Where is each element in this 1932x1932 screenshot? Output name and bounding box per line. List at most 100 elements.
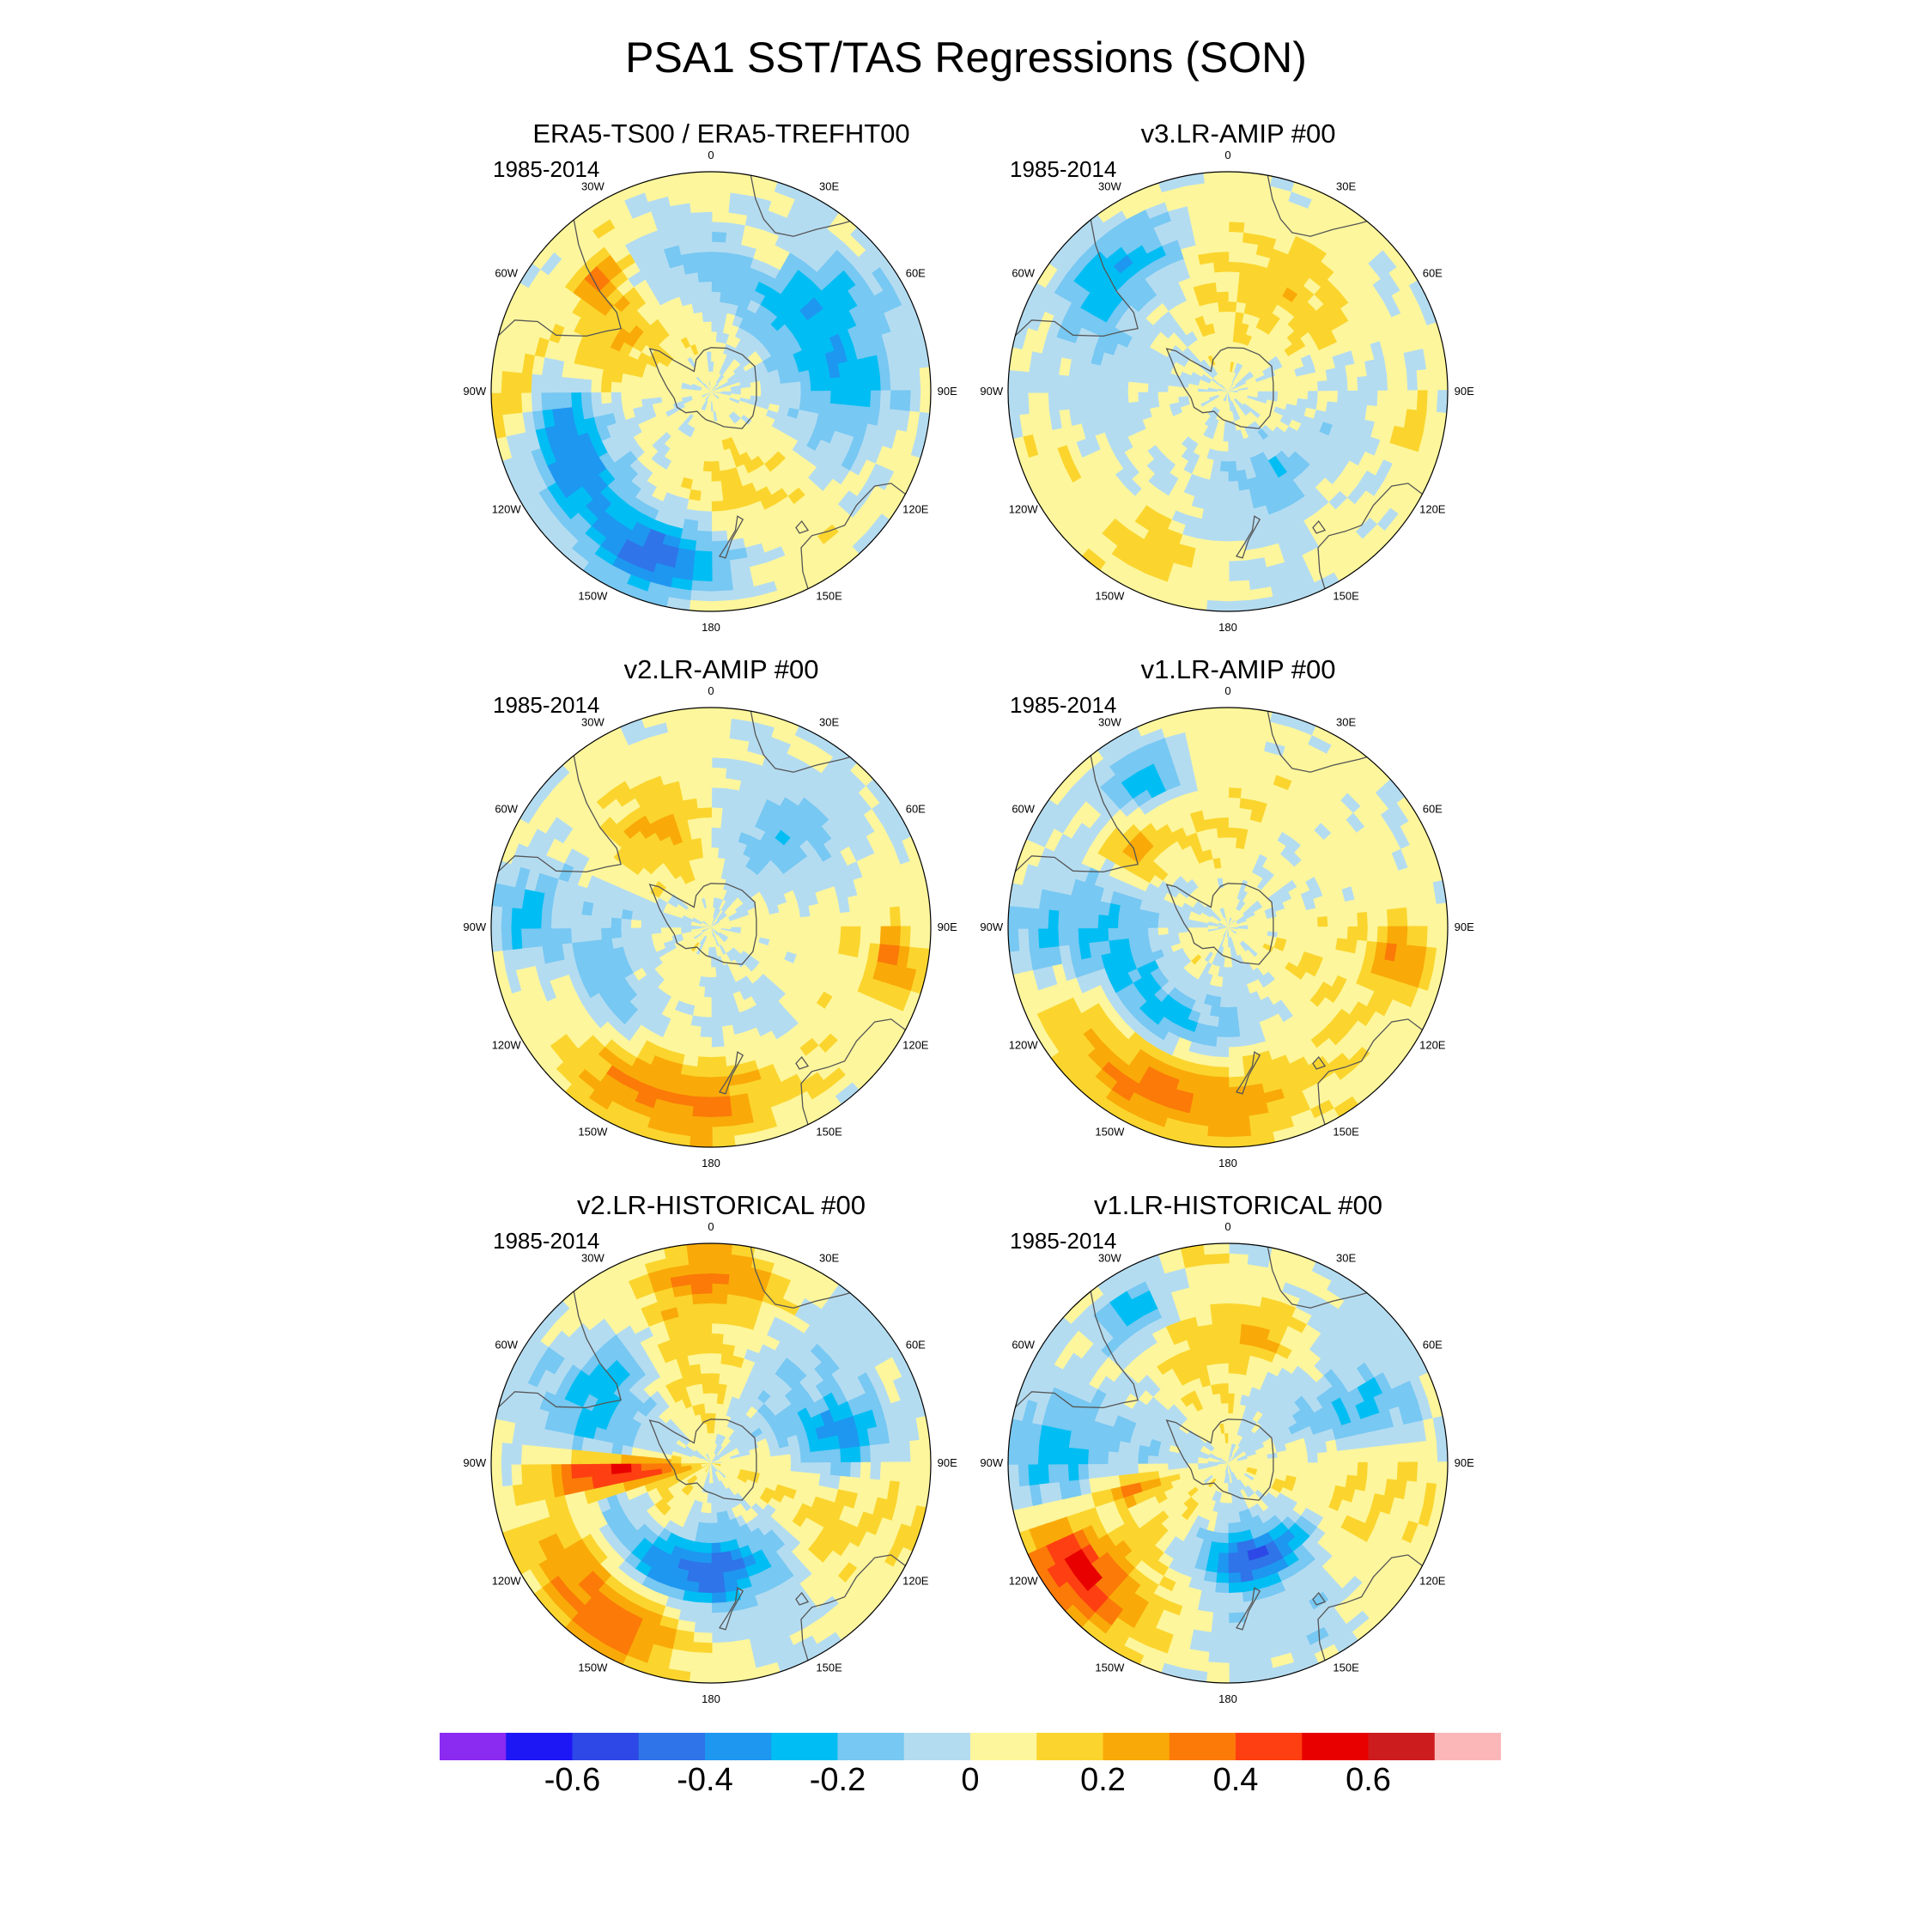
field-cell — [1165, 927, 1179, 935]
field-cell — [709, 735, 732, 749]
field-cell — [1230, 370, 1237, 383]
field-cell — [1227, 269, 1242, 283]
field-cell — [1224, 359, 1229, 372]
field-cell — [1220, 905, 1226, 918]
field-cell — [1219, 451, 1229, 464]
field-cell — [598, 1108, 628, 1131]
field-cell — [701, 410, 708, 423]
field-cell — [1337, 391, 1351, 405]
regression-field — [491, 172, 931, 611]
field-cell — [762, 1082, 787, 1102]
field-cell — [508, 304, 530, 331]
field-cell — [604, 732, 631, 756]
field-cell — [1226, 530, 1245, 544]
field-cell — [731, 387, 744, 392]
field-cell — [702, 309, 712, 323]
field-cell — [703, 392, 711, 403]
field-cell — [1221, 392, 1228, 403]
field-cell — [1115, 379, 1129, 392]
field-cell — [821, 532, 848, 556]
field-cell — [691, 1086, 713, 1100]
field-cell — [627, 198, 654, 219]
field-cell — [1276, 914, 1290, 923]
field-cell — [1205, 580, 1230, 594]
field-cell — [1266, 571, 1292, 590]
field-cell — [1079, 451, 1099, 474]
field-cell — [1364, 972, 1382, 994]
field-cell — [860, 390, 873, 410]
field-cell — [1024, 475, 1048, 504]
field-cell — [618, 224, 643, 246]
field-cell — [890, 327, 909, 354]
field-cell — [720, 929, 733, 935]
field-cell — [874, 289, 896, 316]
field-cell — [1226, 1076, 1246, 1090]
field-cell — [756, 528, 778, 546]
field-cell — [714, 906, 720, 919]
field-cell — [513, 863, 532, 890]
field-cell — [1135, 917, 1149, 928]
field-cell — [1287, 851, 1304, 868]
field-cell — [843, 1060, 870, 1086]
field-cell — [1215, 927, 1228, 929]
field-cell — [840, 845, 860, 868]
field-cell — [770, 451, 787, 468]
field-cell — [1226, 785, 1244, 799]
field-cell — [749, 571, 775, 590]
field-cell — [799, 536, 825, 559]
field-cell — [1085, 375, 1099, 393]
field-cell — [619, 582, 648, 604]
longitude-label: 60W — [1012, 266, 1035, 279]
field-cell — [708, 379, 711, 392]
coastlines — [492, 708, 909, 1129]
field-cell — [1231, 936, 1240, 948]
field-cell — [1157, 590, 1186, 610]
field-cell — [1228, 392, 1232, 404]
field-cell — [1218, 382, 1228, 392]
field-cell — [864, 807, 887, 834]
field-cell — [712, 369, 716, 382]
longitude-label: 90E — [938, 920, 957, 933]
field-cell — [1043, 265, 1067, 293]
field-cell — [1035, 495, 1060, 524]
field-cell — [700, 927, 711, 935]
field-cell — [711, 383, 721, 392]
field-cell — [1033, 471, 1056, 499]
field-cell — [1237, 929, 1250, 935]
field-cell — [1236, 378, 1248, 387]
field-cell — [890, 863, 909, 890]
field-cell — [503, 325, 522, 352]
field-cell — [1220, 927, 1228, 939]
field-cell — [1219, 381, 1228, 392]
field-cell — [1061, 531, 1089, 558]
field-cell — [1220, 976, 1229, 990]
field-cell — [588, 391, 602, 405]
field-cell — [1218, 918, 1228, 927]
field-cell — [890, 390, 903, 413]
field-cell — [1218, 936, 1225, 949]
field-cell — [1299, 216, 1326, 237]
field-cell — [866, 316, 885, 341]
field-cell — [1231, 400, 1240, 412]
field-cell — [709, 210, 732, 223]
field-cell — [1083, 434, 1101, 455]
field-cell — [760, 384, 774, 392]
field-cell — [1217, 430, 1224, 444]
field-cell — [535, 807, 558, 834]
field-cell — [710, 1017, 723, 1030]
field-cell — [1044, 312, 1065, 337]
field-cell — [1228, 922, 1240, 927]
field-cell — [1234, 945, 1242, 958]
field-cell — [753, 590, 781, 610]
field-cell — [709, 219, 731, 233]
field-cell — [1218, 896, 1224, 908]
field-cell — [1277, 384, 1291, 392]
field-cell — [870, 390, 884, 411]
field-cell — [1331, 198, 1360, 223]
field-cell — [856, 975, 875, 999]
field-cell — [1126, 241, 1149, 264]
field-cell — [631, 1091, 657, 1111]
field-cell — [690, 735, 713, 749]
field-cell — [1214, 372, 1224, 384]
field-cell — [767, 512, 788, 532]
